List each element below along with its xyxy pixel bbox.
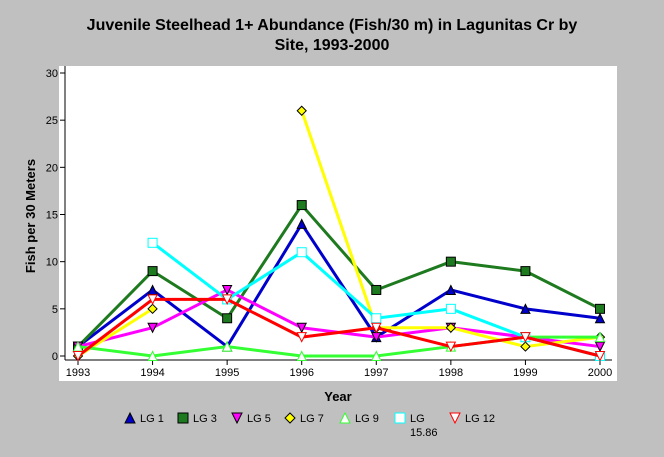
y-tick-label: 5 xyxy=(52,304,58,316)
x-tick-label: 1998 xyxy=(439,367,463,379)
y-tick-label: 20 xyxy=(46,162,58,174)
data-point xyxy=(445,284,457,295)
legend-label: LG 9 xyxy=(355,413,379,425)
data-point xyxy=(296,247,307,258)
data-point xyxy=(594,312,606,324)
data-point xyxy=(296,200,307,211)
legend-marker xyxy=(231,412,243,425)
legend-label-cont: 15.86 xyxy=(410,427,438,439)
legend: LG 1 LG 3 LG 5 LG 7 LG 9 LG 15.86 LG 12 xyxy=(124,411,495,439)
legend-marker xyxy=(449,412,461,425)
data-point xyxy=(72,351,84,362)
x-tick-label: 1997 xyxy=(364,367,388,379)
data-point xyxy=(296,105,307,116)
data-point xyxy=(520,341,531,352)
data-point xyxy=(222,313,233,324)
legend-item: LG 9 xyxy=(339,411,379,425)
legend-marker xyxy=(124,411,136,424)
y-tick-label: 25 xyxy=(46,115,58,127)
data-point xyxy=(221,284,233,296)
data-point xyxy=(520,332,531,343)
y-tick-label: 10 xyxy=(46,257,58,269)
data-point xyxy=(445,256,456,267)
legend-item: LG 7 xyxy=(284,412,324,425)
data-point xyxy=(445,341,457,353)
x-tick-label: 1996 xyxy=(289,367,313,379)
plot-marks: 0 5 10 15 20 25 30 1993 1994 1995 1996 1997 1998 1999… xyxy=(46,66,612,379)
legend-marker xyxy=(339,411,351,424)
x-tick-label: 1999 xyxy=(513,367,537,379)
series-line xyxy=(76,203,601,348)
data-point xyxy=(520,303,531,314)
chart-title-line1: Juvenile Steelhead 1+ Abundance (Fish/30… xyxy=(87,17,578,34)
data-point xyxy=(147,237,158,248)
legend-item: LG 12 xyxy=(449,412,495,425)
legend-item: LG 5 xyxy=(231,412,271,425)
data-point xyxy=(370,350,382,361)
data-point xyxy=(296,350,308,361)
y-tick-label: 30 xyxy=(46,68,58,80)
legend-marker xyxy=(284,412,296,424)
legend-item: LG 1 xyxy=(124,411,164,425)
legend-label: LG 7 xyxy=(300,413,324,425)
data-point xyxy=(520,266,531,277)
legend-label: LG 1 xyxy=(140,413,164,425)
x-tick-label: 1994 xyxy=(140,367,164,379)
legend-item: LG 15.86 xyxy=(394,412,438,439)
y-tick-label: 15 xyxy=(46,210,58,222)
data-point xyxy=(445,303,456,314)
data-point xyxy=(594,331,606,343)
data-point xyxy=(371,284,382,295)
data-point xyxy=(147,266,158,277)
x-tick-label: 1995 xyxy=(215,367,239,379)
data-point xyxy=(147,350,158,361)
x-tick-label: 1993 xyxy=(66,367,90,379)
data-point xyxy=(147,322,158,334)
x-tick-label: 2000 xyxy=(588,367,612,379)
data-point xyxy=(147,294,158,306)
data-point xyxy=(296,322,308,334)
y-tick-label: 0 xyxy=(52,351,58,363)
data-point xyxy=(296,332,308,343)
chart-title-line2: Site, 1993-2000 xyxy=(275,37,390,54)
series-line xyxy=(77,297,601,358)
data-point xyxy=(221,340,233,352)
series-lg-12 xyxy=(72,294,606,362)
legend-label: LG 3 xyxy=(193,413,217,425)
x-axis-label: Year xyxy=(324,389,351,404)
data-point xyxy=(445,322,457,333)
legend-marker xyxy=(394,412,406,424)
legend-item: LG 3 xyxy=(177,412,217,425)
y-axis-label: Fish per 30 Meters xyxy=(23,159,38,273)
data-point xyxy=(594,351,606,362)
legend-marker xyxy=(177,412,189,424)
data-point xyxy=(221,294,233,306)
data-point xyxy=(296,218,308,229)
legend-label: LG 5 xyxy=(247,413,271,425)
legend-label: LG 12 xyxy=(465,413,495,425)
data-point xyxy=(147,303,158,315)
data-point xyxy=(595,303,605,314)
data-point xyxy=(371,313,382,324)
data-point xyxy=(370,322,382,334)
legend-label: LG xyxy=(410,413,425,425)
